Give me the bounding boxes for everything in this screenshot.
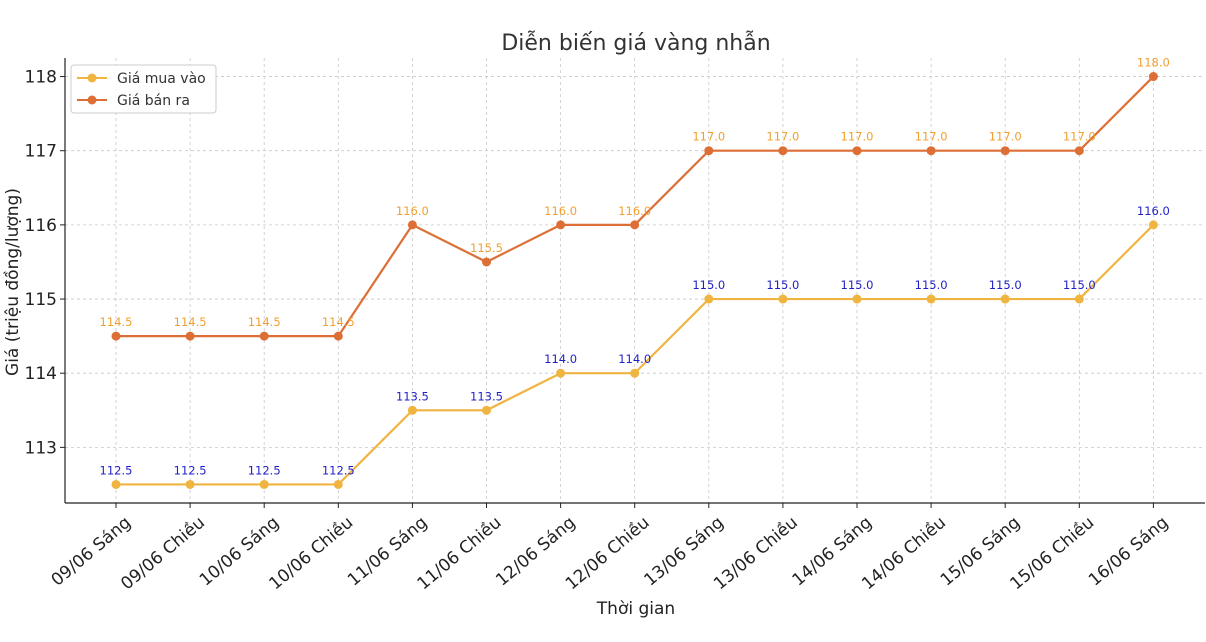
data-point [852,294,862,304]
legend-marker-buy [87,73,97,83]
data-point [556,220,566,230]
data-label: 114.5 [248,315,281,329]
data-label: 115.0 [915,278,948,292]
data-label: 112.5 [174,463,207,477]
data-point [185,331,195,341]
legend-label-buy: Giá mua vào [117,71,206,87]
data-label: 113.5 [470,389,503,403]
data-point [1074,146,1084,156]
data-point [111,479,121,489]
x-tick-label: 16/06 Sáng [1085,513,1172,591]
y-tick-label: 113 [25,438,57,458]
data-point [556,368,566,378]
data-label: 117.0 [692,130,725,144]
y-tick-label: 118 [25,68,57,88]
data-label: 112.5 [100,463,133,477]
data-label: 114.0 [618,352,651,366]
data-label: 115.0 [841,278,874,292]
chart-title: Diễn biến giá vàng nhẫn [501,30,770,56]
data-point [111,331,121,341]
data-point [1074,294,1084,304]
y-axis-label: Giá (triệu đồng/lượng) [2,188,23,376]
data-label: 116.0 [396,204,429,218]
data-label: 117.0 [989,130,1022,144]
data-point [1148,72,1158,82]
data-point [407,405,417,415]
legend-marker-sell [87,95,97,105]
data-label: 114.5 [322,315,355,329]
data-label: 117.0 [841,130,874,144]
x-axis-label: Thời gian [596,599,675,619]
data-point [259,331,269,341]
y-tick-label: 114 [25,364,57,384]
data-point [704,146,714,156]
data-point [333,331,343,341]
y-tick-label: 116 [25,216,57,236]
data-point [630,220,640,230]
data-point [778,294,788,304]
data-label: 117.0 [915,130,948,144]
legend: Giá mua vào Giá bán ra [70,64,217,114]
data-label: 114.5 [100,315,133,329]
data-label: 115.0 [766,278,799,292]
data-point [1148,220,1158,230]
data-point [482,405,491,415]
data-label: 114.0 [544,352,577,366]
data-point [407,220,417,230]
data-point [1000,146,1010,156]
data-point [630,368,640,378]
legend-label-sell: Giá bán ra [117,93,190,109]
data-point [926,146,936,156]
series-group [111,72,1158,489]
data-label: 116.0 [1137,204,1170,218]
data-label: 116.0 [544,204,577,218]
data-point [1000,294,1010,304]
data-point [926,294,936,304]
data-point [333,479,343,489]
data-label: 117.0 [1063,130,1096,144]
y-tick-label: 117 [25,142,57,162]
data-label: 113.5 [396,389,429,403]
data-label: 117.0 [766,130,799,144]
data-point [482,257,491,267]
data-point [259,479,269,489]
grid [65,58,1205,503]
data-label: 112.5 [322,463,355,477]
data-labels: 112.5 112.5 112.5 112.5 113.5 113.5 114.0 114.0… [100,56,1170,478]
y-tick-label: 115 [25,290,57,310]
data-label: 116.0 [618,204,651,218]
data-point [852,146,862,156]
data-point [704,294,714,304]
data-label: 115.5 [470,241,503,255]
data-point [185,479,195,489]
data-label: 114.5 [174,315,207,329]
data-label: 115.0 [1063,278,1096,292]
data-label: 118.0 [1137,56,1170,70]
data-point [778,146,788,156]
data-label: 115.0 [692,278,725,292]
legend-box [70,64,217,114]
data-label: 115.0 [989,278,1022,292]
data-label: 112.5 [248,463,281,477]
